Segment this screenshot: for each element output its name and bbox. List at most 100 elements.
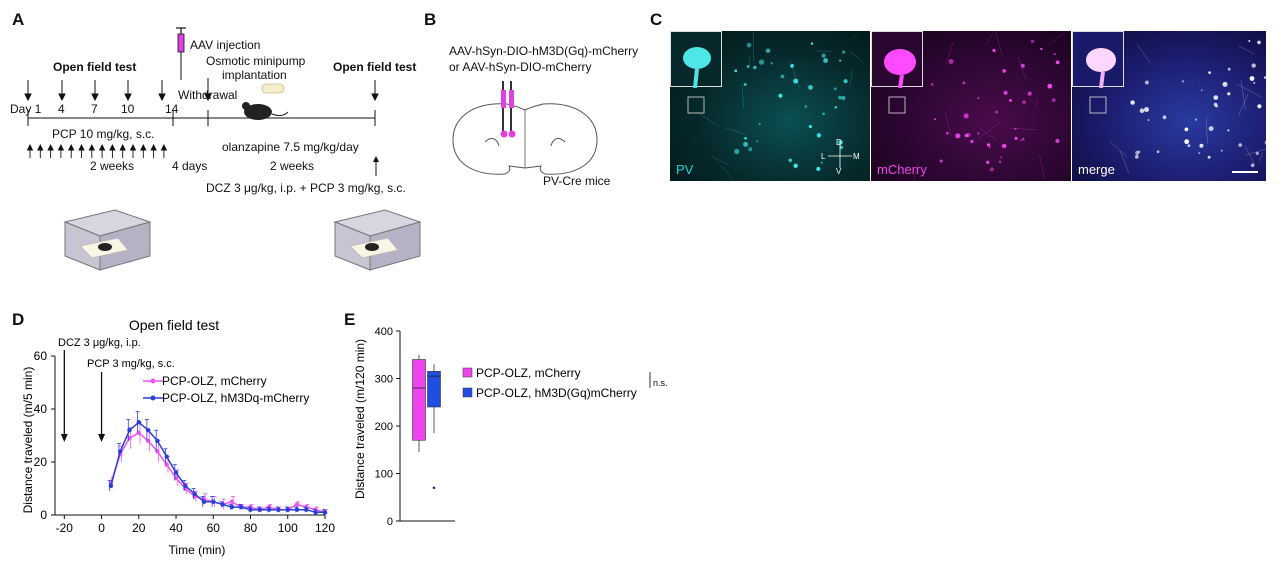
cell-dot	[1220, 149, 1223, 152]
pcp-arrowhead	[98, 434, 106, 442]
four-days-label: 4 days	[172, 159, 208, 173]
significance-label: n.s.	[653, 378, 668, 388]
cell-dot	[1251, 63, 1256, 68]
pcp-arrow-head	[109, 143, 116, 151]
cell-dot	[964, 133, 969, 138]
cell-dot	[1047, 83, 1053, 89]
cell-dot	[1144, 107, 1149, 112]
cell-dot	[1199, 143, 1204, 148]
box-y-tick-label: 400	[375, 326, 393, 338]
neurite	[721, 165, 734, 181]
mcherry-label: mCherry	[877, 162, 927, 177]
data-point	[294, 502, 300, 507]
cell-dot	[1255, 151, 1259, 155]
cell-dot	[995, 110, 999, 114]
cell-dot	[1135, 155, 1139, 159]
panel-label-b: B	[424, 10, 437, 29]
y-tick-label: 60	[34, 349, 48, 363]
compass-l: L	[821, 152, 826, 161]
mcherry-micrograph: mCherry	[871, 31, 1071, 181]
cell-dot	[793, 163, 798, 168]
cell-dot	[744, 137, 747, 140]
line-chart: Open field test Distance traveled (m/5 m…	[21, 317, 335, 557]
two-weeks-label-1: 2 weeks	[90, 159, 135, 173]
cell-dot	[790, 64, 794, 68]
cell-dot	[833, 87, 837, 91]
day-14-label: 14	[165, 102, 179, 116]
cell-dot	[770, 62, 773, 65]
pcp-arrow-head	[26, 143, 34, 151]
y-tick-label: 40	[34, 402, 48, 416]
neurite	[853, 34, 858, 39]
cell-dot	[1030, 39, 1035, 44]
cell-dot	[1147, 119, 1150, 121]
virus-label-2: or AAV-hSyn-DIO-mCherry	[449, 60, 592, 74]
data-point	[229, 499, 235, 504]
cell-dot	[1200, 89, 1203, 92]
data-point	[164, 454, 169, 459]
pcp-arrow-head	[37, 143, 44, 151]
cell-dot	[816, 133, 822, 138]
pcp-arrow-head	[78, 143, 85, 151]
data-point	[173, 470, 179, 475]
cell-dot	[1238, 143, 1242, 147]
data-point	[257, 507, 263, 512]
y-tick-label: 20	[34, 455, 48, 469]
cell-dot	[1184, 127, 1189, 132]
cell-dot	[1053, 52, 1056, 56]
data-point	[248, 507, 253, 512]
box-legend-2: PCP-OLZ, hM3D(Gq)mCherry	[476, 386, 637, 400]
mouse-icon	[242, 102, 289, 120]
syringe-icon	[176, 27, 186, 53]
cell-dot	[1014, 136, 1018, 140]
inset-region-box	[687, 96, 705, 114]
cell-dot	[1264, 76, 1266, 79]
cell-dot	[1257, 104, 1262, 109]
cell-dot	[1130, 100, 1135, 105]
neurite	[1205, 117, 1208, 145]
panel-label-c: C	[650, 10, 663, 29]
data-point	[229, 504, 235, 510]
cell-dot	[987, 143, 991, 147]
cell-dot	[1020, 139, 1022, 142]
data-point	[220, 502, 225, 507]
box-y-axis-label: Distance traveled (m/120 min)	[353, 339, 367, 499]
neurite	[1035, 98, 1039, 109]
neurite	[1136, 44, 1151, 64]
cell-dot	[816, 166, 821, 171]
neurite	[1258, 152, 1264, 162]
cell-dot	[788, 158, 793, 163]
cell-dot	[977, 97, 980, 99]
day-4-label: 4	[58, 102, 65, 116]
cell-dot	[1051, 98, 1056, 103]
cell-dot	[778, 93, 783, 98]
pv-cre-mice-label: PV-Cre mice	[543, 174, 611, 188]
y-tick-label: 0	[40, 508, 47, 522]
panel-a-timeline	[24, 27, 422, 271]
cell-dot	[1040, 47, 1043, 51]
cell-dot	[734, 148, 740, 155]
cell-dot	[1000, 156, 1003, 159]
cell-dot	[1002, 69, 1006, 73]
cell-dot	[1248, 40, 1251, 42]
data-point	[145, 428, 151, 433]
x-tick-label: 120	[315, 521, 335, 535]
cell-dot	[1184, 139, 1190, 145]
panel-label-d: D	[12, 310, 25, 329]
chart-legend: PCP-OLZ, mCherry PCP-OLZ, hM3Dq-mCherry	[143, 374, 309, 405]
dcz-annotation: DCZ 3 μg/kg, i.p.	[58, 337, 141, 349]
box-1	[412, 359, 426, 441]
box-legend-1: PCP-OLZ, mCherry	[476, 366, 581, 380]
x-tick-label: 20	[132, 521, 146, 535]
cell-dot	[930, 83, 934, 86]
cell-dot	[756, 140, 759, 143]
neurite	[1244, 145, 1256, 166]
box-legend: PCP-OLZ, mCherry PCP-OLZ, hM3D(Gq)mCherr…	[462, 366, 668, 400]
pcp-arrow-head	[160, 143, 168, 151]
neurite	[1245, 148, 1266, 156]
data-point	[211, 499, 216, 504]
pv-micrograph: PV D V L M	[670, 31, 870, 181]
day-10-label: 10	[121, 102, 135, 116]
cell-dot	[955, 133, 961, 139]
neurite	[711, 156, 728, 165]
